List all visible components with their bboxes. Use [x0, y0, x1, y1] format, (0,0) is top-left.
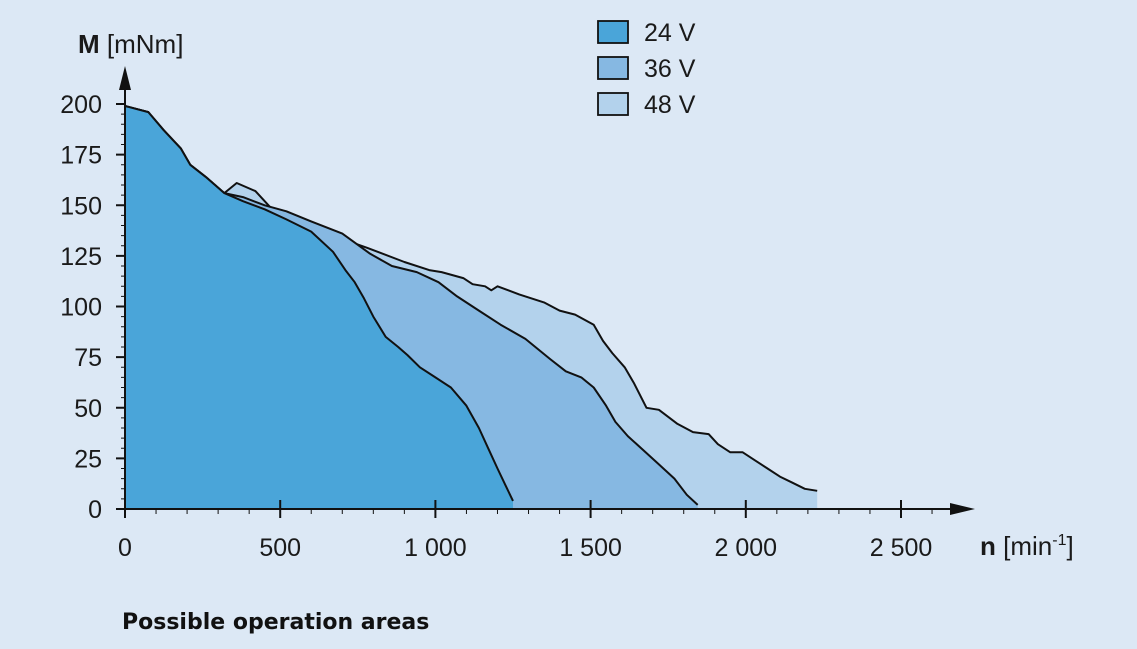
y-tick-label: 100: [60, 294, 102, 322]
x-axis-unit: [min: [996, 531, 1052, 561]
y-tick-label: 0: [88, 496, 102, 524]
y-tick-label: 25: [74, 445, 102, 473]
y-tick-label: 50: [74, 395, 102, 423]
x-axis-arrow: [950, 503, 975, 515]
x-axis-unit-exponent: -1: [1052, 532, 1066, 549]
x-axis-symbol: n: [980, 531, 996, 561]
boundary-line-24v: [124, 105, 514, 502]
y-axis-symbol: M: [78, 29, 100, 59]
x-tick-label: 500: [259, 534, 301, 562]
y-tick-label: 150: [60, 192, 102, 220]
legend-swatch-24v: [597, 20, 629, 44]
y-tick-label: 125: [60, 243, 102, 271]
y-axis-title: M [mNm]: [78, 29, 183, 59]
y-tick-label: 175: [60, 142, 102, 170]
legend-label-48v: 48 V: [644, 91, 696, 119]
plot-areas: [124, 105, 818, 509]
boundary-line-48v: [124, 105, 818, 492]
x-tick-label: 2 000: [715, 534, 778, 562]
axes: 0 500 1 000 1 500 2 000 2 500 0 25 50 75 100 125 150…: [60, 66, 975, 562]
x-axis-unit-close: ]: [1066, 531, 1073, 561]
y-axis-unit: [mNm]: [100, 29, 184, 59]
y-tick-label: 200: [60, 91, 102, 119]
x-tick-label: 1 000: [404, 534, 467, 562]
legend: 24 V 36 V 48 V: [597, 19, 696, 119]
y-tick-label: 75: [74, 344, 102, 372]
legend-swatch-48v: [597, 92, 629, 116]
axis-labels: M [mNm] n [min-1]: [78, 29, 1074, 561]
legend-label-24v: 24 V: [644, 19, 696, 47]
chart-caption: Possible operation areas: [122, 610, 430, 635]
legend-label-36v: 36 V: [644, 55, 696, 83]
x-axis-title: n [min-1]: [980, 531, 1074, 561]
legend-swatch-36v: [597, 56, 629, 80]
y-axis-arrow: [119, 66, 131, 90]
x-tick-label: 2 500: [870, 534, 933, 562]
x-tick-label: 0: [118, 534, 132, 562]
operation-area-chart: 0 500 1 000 1 500 2 000 2 500 0 25 50 75 100 125 150…: [60, 19, 1074, 562]
area-24v: [125, 106, 513, 509]
x-tick-label: 1 500: [559, 534, 622, 562]
